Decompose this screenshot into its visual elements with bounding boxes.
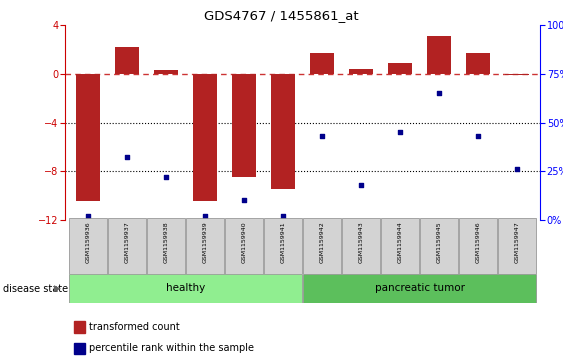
Point [240, 197, 249, 203]
Point [123, 155, 132, 160]
Bar [225, 219, 263, 273]
Bar [342, 219, 380, 273]
Text: GSM1159943: GSM1159943 [359, 222, 364, 264]
Point [473, 133, 482, 139]
Bar [271, 74, 295, 189]
Text: ▶: ▶ [54, 284, 61, 293]
Bar [69, 219, 107, 273]
Bar [303, 274, 536, 302]
Bar [381, 219, 419, 273]
Bar [74, 321, 84, 333]
Bar [303, 219, 341, 273]
Bar [154, 70, 178, 74]
Text: GSM1159944: GSM1159944 [397, 222, 403, 264]
Bar [421, 219, 458, 273]
Bar [498, 219, 536, 273]
Bar [186, 219, 224, 273]
Text: GDS4767 / 1455861_at: GDS4767 / 1455861_at [204, 9, 359, 22]
Point [512, 166, 521, 172]
Text: healthy: healthy [166, 283, 205, 293]
Bar [427, 36, 451, 74]
Text: GSM1159945: GSM1159945 [436, 222, 441, 264]
Bar [388, 63, 412, 74]
Point [200, 213, 209, 219]
Bar [350, 69, 373, 74]
Bar [148, 219, 185, 273]
Text: GSM1159947: GSM1159947 [515, 222, 520, 264]
Bar [233, 74, 256, 177]
Text: GSM1159936: GSM1159936 [86, 222, 91, 264]
Bar [74, 343, 84, 354]
Bar [69, 274, 302, 302]
Bar [109, 219, 146, 273]
Bar [466, 53, 490, 74]
Text: percentile rank within the sample: percentile rank within the sample [90, 343, 254, 353]
Point [435, 90, 444, 96]
Text: GSM1159939: GSM1159939 [203, 222, 208, 264]
Text: GSM1159946: GSM1159946 [476, 222, 481, 264]
Bar [459, 219, 497, 273]
Bar [115, 47, 139, 74]
Text: GSM1159942: GSM1159942 [320, 222, 325, 264]
Bar [77, 74, 100, 201]
Text: disease state: disease state [3, 284, 68, 294]
Point [356, 182, 365, 188]
Point [396, 129, 405, 135]
Point [279, 213, 288, 219]
Text: GSM1159941: GSM1159941 [280, 222, 285, 264]
Text: GSM1159940: GSM1159940 [242, 222, 247, 264]
Point [162, 174, 171, 180]
Text: GSM1159937: GSM1159937 [124, 222, 129, 264]
Point [318, 133, 327, 139]
Bar [265, 219, 302, 273]
Text: pancreatic tumor: pancreatic tumor [374, 283, 464, 293]
Bar [310, 53, 334, 74]
Point [84, 213, 93, 219]
Text: transformed count: transformed count [90, 322, 180, 332]
Bar [506, 74, 529, 75]
Text: GSM1159938: GSM1159938 [164, 222, 169, 264]
Bar [194, 74, 217, 201]
